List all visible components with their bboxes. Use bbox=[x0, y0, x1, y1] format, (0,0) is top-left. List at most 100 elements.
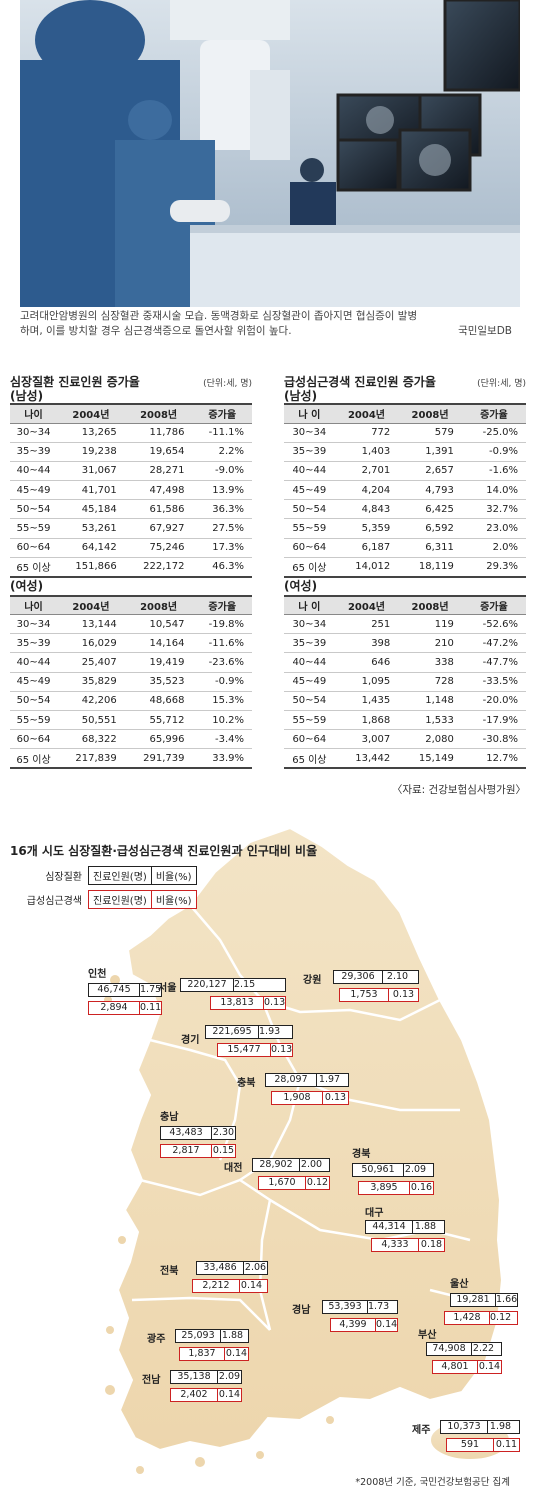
table-cell: 13,442 bbox=[334, 748, 399, 770]
region-name: 경기 bbox=[181, 1035, 200, 1046]
heart-table-title-text: 심장질환 진료인원 증가율 bbox=[10, 375, 140, 389]
table-header-row: 나 이 2004년 2008년 증가율 bbox=[284, 403, 526, 424]
heart-values-box: 35,138 2.09 bbox=[170, 1370, 242, 1384]
region-name: 인천 bbox=[88, 969, 107, 980]
table-row: 40~44 25,407 19,419 -23.6% bbox=[10, 652, 252, 673]
heart-values-box: 28,902 2.00 bbox=[252, 1158, 330, 1172]
heart-female-label: (여성) bbox=[10, 578, 44, 593]
table-cell: 2.2% bbox=[192, 442, 252, 462]
map-region: 경남 53,393 1.73 4,399 0.14 bbox=[292, 1300, 398, 1332]
heart-values-box: 53,393 1.73 bbox=[322, 1300, 398, 1314]
table-row: 30~34 772 579 -25.0% bbox=[284, 423, 526, 443]
table-cell: 19,654 bbox=[124, 442, 193, 462]
table-cell: 728 bbox=[398, 672, 462, 692]
heart-values-box: 50,961 2.09 bbox=[352, 1163, 434, 1177]
region-name: 충북 bbox=[237, 1078, 256, 1089]
table-row: 60~64 68,322 65,996 -3.4% bbox=[10, 729, 252, 750]
table-header-cell: 2008년 bbox=[124, 403, 193, 424]
table-cell: 4,843 bbox=[334, 499, 399, 520]
patient-count: 1,908 bbox=[283, 1092, 311, 1103]
table-row: 35~39 19,238 19,654 2.2% bbox=[10, 442, 252, 462]
region-name: 서울 bbox=[158, 983, 177, 994]
table-cell: 50~54 bbox=[284, 499, 335, 520]
table-cell: 48,668 bbox=[124, 691, 193, 711]
table-cell: 1,095 bbox=[334, 672, 399, 692]
table-cell: 3,007 bbox=[334, 729, 399, 750]
map-region: 제주 10,373 1.98 591 0.11 bbox=[412, 1420, 520, 1452]
mi-table-title-text: 급성심근경색 진료인원 증가율 bbox=[284, 375, 436, 389]
table-cell: 1,533 bbox=[398, 710, 462, 731]
table-row: 30~34 13,144 10,547 -19.8% bbox=[10, 614, 252, 635]
table-cell: 45~49 bbox=[284, 480, 335, 501]
table-cell: 1,435 bbox=[334, 691, 399, 711]
table-cell: 398 bbox=[334, 633, 399, 654]
table-cell: 15.3% bbox=[192, 691, 252, 711]
patient-count: 2,402 bbox=[180, 1389, 208, 1400]
population-ratio: 2.09 bbox=[217, 1371, 241, 1383]
table-cell: 50,551 bbox=[57, 710, 125, 731]
table-cell: 60~64 bbox=[10, 538, 58, 558]
patient-count: 10,373 bbox=[447, 1421, 481, 1432]
population-ratio: 0.16 bbox=[409, 1182, 433, 1194]
population-ratio: 1.93 bbox=[258, 1026, 281, 1038]
table-header-cell: 나 이 bbox=[284, 403, 335, 424]
table-cell: -0.9% bbox=[192, 672, 252, 692]
table-cell: 291,739 bbox=[124, 748, 193, 770]
table-cell: 65 이상 bbox=[10, 557, 58, 578]
patient-count: 28,902 bbox=[259, 1159, 293, 1170]
map-region: 서울 220,127 2.15 13,813 0.13 bbox=[158, 978, 286, 1010]
table-cell: 55,712 bbox=[124, 710, 193, 731]
mi-values-box: 1,428 0.12 bbox=[444, 1311, 518, 1325]
table-cell: 151,866 bbox=[57, 557, 125, 578]
table-row: 30~34 251 119 -52.6% bbox=[284, 614, 526, 635]
table-cell: 222,172 bbox=[124, 557, 193, 578]
table-cell: 19,238 bbox=[57, 442, 125, 462]
table-header-cell: 2008년 bbox=[124, 594, 193, 615]
table-header-cell: 2008년 bbox=[398, 403, 462, 424]
table-header-cell: 2008년 bbox=[398, 594, 462, 615]
population-ratio: 0.14 bbox=[239, 1280, 263, 1292]
patient-count: 4,333 bbox=[381, 1239, 409, 1250]
table-cell: 40~44 bbox=[284, 652, 335, 673]
table-row: 55~59 5,359 6,592 23.0% bbox=[284, 518, 526, 539]
population-ratio: 2.22 bbox=[471, 1343, 495, 1355]
table-cell: -17.9% bbox=[461, 710, 526, 731]
photo-credit: 국민일보DB bbox=[458, 325, 512, 337]
table-header-cell: 2004년 bbox=[334, 594, 399, 615]
heart-values-box: 74,908 2.22 bbox=[426, 1342, 502, 1356]
table-cell: 1,391 bbox=[398, 442, 462, 462]
heart-values-box: 44,314 1.88 bbox=[365, 1220, 445, 1234]
patient-count: 1,837 bbox=[188, 1348, 216, 1359]
patient-count: 13,813 bbox=[220, 997, 254, 1008]
table-row: 50~54 45,184 61,586 36.3% bbox=[10, 499, 252, 520]
table-cell: 13,144 bbox=[57, 614, 125, 635]
patient-count: 221,695 bbox=[212, 1026, 252, 1037]
table-cell: 2,701 bbox=[334, 461, 399, 482]
patient-count: 2,894 bbox=[100, 1002, 128, 1013]
table-row: 65 이상 151,866 222,172 46.3% bbox=[10, 557, 252, 578]
table-cell: 64,142 bbox=[57, 538, 125, 558]
heart-values-box: 220,127 2.15 bbox=[180, 978, 286, 992]
patient-count: 4,801 bbox=[441, 1361, 469, 1372]
table-cell: 14,164 bbox=[124, 633, 193, 654]
table-row: 55~59 53,261 67,927 27.5% bbox=[10, 518, 252, 539]
table-row: 45~49 41,701 47,498 13.9% bbox=[10, 480, 252, 501]
patient-count: 29,306 bbox=[341, 971, 375, 982]
table-cell: -20.0% bbox=[461, 691, 526, 711]
table-cell: 579 bbox=[398, 423, 462, 443]
patient-count: 2,212 bbox=[202, 1280, 230, 1291]
table-row: 40~44 2,701 2,657 -1.6% bbox=[284, 461, 526, 482]
table-cell: 32.7% bbox=[461, 499, 526, 520]
table-cell: 6,311 bbox=[398, 538, 462, 558]
population-ratio: 0.18 bbox=[418, 1239, 444, 1251]
region-name: 강원 bbox=[303, 975, 322, 986]
table-row: 30~34 13,265 11,786 -11.1% bbox=[10, 423, 252, 443]
table-cell: 45~49 bbox=[284, 672, 335, 692]
heart-values-box: 28,097 1.97 bbox=[265, 1073, 349, 1087]
heart-table-title: 심장질환 진료인원 증가율 (남성) (단위:세, 명) bbox=[10, 375, 252, 403]
table-cell: 1,148 bbox=[398, 691, 462, 711]
mi-values-box: 1,670 0.12 bbox=[258, 1176, 330, 1190]
table-cell: 41,701 bbox=[57, 480, 125, 501]
patient-count: 1,428 bbox=[453, 1312, 481, 1323]
population-ratio: 1.88 bbox=[220, 1330, 244, 1342]
